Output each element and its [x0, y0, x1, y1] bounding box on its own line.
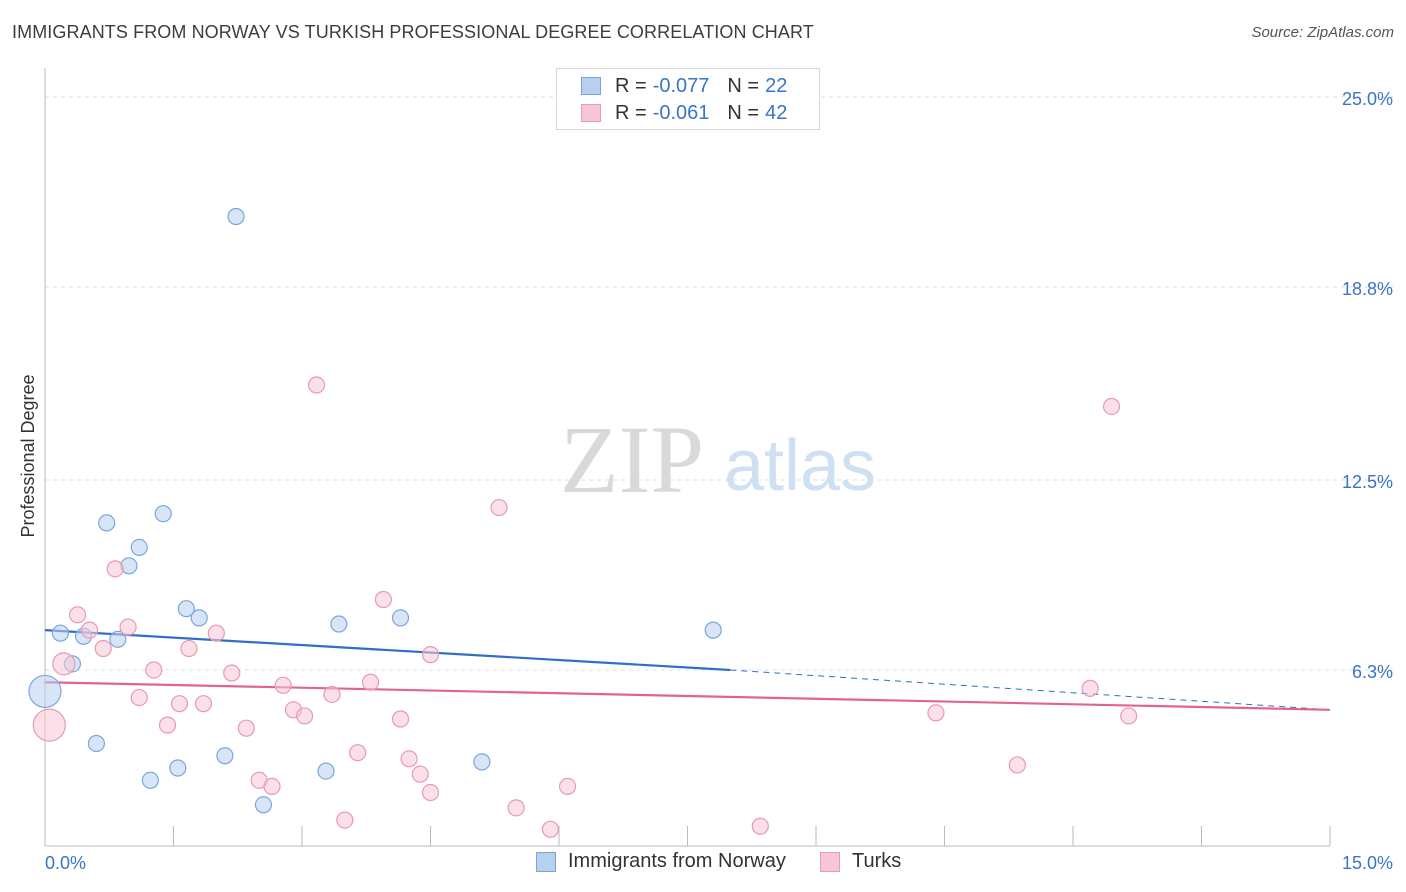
watermark-atlas: atlas	[724, 426, 876, 506]
turks-n-label: N =	[727, 101, 760, 124]
turks-point	[1102, 397, 1121, 416]
turks-point	[507, 799, 525, 817]
turks-point	[263, 777, 281, 796]
norway-point	[473, 753, 491, 771]
norway-point	[87, 734, 106, 753]
turks-point	[158, 716, 177, 734]
norway-point	[216, 747, 234, 765]
trend-layer	[44, 629, 1331, 711]
norway-legend-label: Immigrants from Norway	[568, 850, 786, 872]
turks-point	[1081, 679, 1099, 697]
turks-point	[391, 710, 410, 728]
turks-legend-label: Turks	[852, 850, 902, 872]
norway-n-label: N =	[727, 74, 760, 97]
legend-row-norway: R = -0.077 N = 22	[581, 73, 787, 99]
norway-r-value: -0.077	[652, 74, 710, 97]
turks-r-label: R =	[615, 101, 647, 124]
norway-point	[317, 762, 335, 780]
turks-point	[194, 695, 213, 713]
turks-point	[52, 652, 76, 676]
turks-point	[94, 639, 112, 658]
norway-legend-swatch	[536, 851, 556, 872]
turks-point	[207, 624, 225, 642]
norway-point	[391, 609, 410, 627]
points-layer	[28, 207, 1138, 838]
watermark: ZIP atlas	[560, 406, 876, 513]
axis-layer: 0.0% 15.0%	[44, 68, 1393, 873]
chart-title: IMMIGRANTS FROM NORWAY VS TURKISH PROFES…	[12, 22, 814, 42]
norway-point	[190, 609, 208, 627]
x-tick-label-max: 15.0%	[1342, 853, 1393, 873]
norway-point	[330, 615, 348, 633]
turks-point	[307, 376, 326, 394]
norway-point	[154, 505, 172, 523]
turks-point	[541, 820, 560, 838]
watermark-zip: ZIP	[560, 406, 704, 513]
turks-point	[170, 695, 189, 713]
turks-point	[411, 765, 429, 783]
turks-point	[68, 606, 87, 624]
grid-layer: 6.3% 12.5% 18.8% 25.0%	[45, 89, 1395, 682]
turks-point	[421, 646, 440, 664]
turks-point	[1120, 707, 1138, 725]
norway-point	[109, 630, 127, 648]
turks-point	[927, 704, 945, 722]
y-tick-label: 25.0%	[1342, 89, 1393, 109]
turks-point	[130, 688, 148, 707]
turks-point	[1008, 756, 1026, 774]
norway-point	[227, 207, 245, 226]
turks-point	[490, 498, 508, 517]
norway-trend-line	[44, 629, 731, 672]
norway-n-value: 22	[765, 74, 788, 97]
turks-point	[374, 590, 392, 609]
turks-point	[145, 661, 163, 679]
norway-point	[254, 796, 273, 814]
y-tick-label: 12.5%	[1342, 472, 1393, 492]
norway-point	[51, 624, 70, 642]
turks-point	[400, 750, 418, 768]
norway-point	[28, 674, 62, 709]
y-axis-label: Professional Degree	[18, 374, 38, 537]
correlation-legend: R = -0.077 N = 22 R = -0.061 N = 42	[556, 68, 820, 130]
turks-point	[323, 685, 341, 704]
source-label: Source: ZipAtlas.com	[1251, 24, 1394, 41]
turks-point	[295, 707, 314, 725]
norway-r-label: R =	[615, 74, 647, 97]
turks-point	[558, 777, 577, 796]
norway-point	[169, 759, 187, 777]
turks-point	[80, 621, 99, 639]
turks-point	[180, 639, 198, 658]
norway-point	[141, 771, 159, 789]
x-tick-label-min: 0.0%	[45, 853, 86, 873]
turks-n-value: 42	[765, 101, 788, 124]
turks-legend-swatch	[820, 851, 840, 872]
norway-swatch	[581, 77, 601, 95]
turks-r-value: -0.061	[652, 101, 710, 124]
turks-point	[32, 708, 66, 742]
y-tick-label: 6.3%	[1352, 662, 1393, 682]
turks-trend-line	[44, 681, 1331, 711]
turks-point	[361, 673, 380, 691]
norway-point	[130, 538, 148, 557]
turks-point	[223, 664, 241, 682]
turks-point	[336, 811, 354, 829]
turks-point	[751, 817, 769, 835]
legend-item-norway[interactable]: Immigrants from Norway	[536, 850, 786, 873]
turks-point	[349, 744, 367, 762]
turks-point	[106, 560, 124, 578]
norway-trend-extension	[730, 669, 1331, 711]
turks-point	[421, 783, 440, 802]
norway-point	[98, 514, 116, 532]
turks-swatch	[581, 104, 601, 122]
norway-point	[704, 621, 722, 639]
legend-row-turks: R = -0.061 N = 42	[581, 100, 787, 126]
y-tick-label: 18.8%	[1342, 279, 1393, 299]
legend-item-turks[interactable]: Turks	[820, 850, 901, 873]
series-legend: Immigrants from Norway Turks	[0, 850, 1406, 880]
turks-point	[119, 618, 137, 636]
turks-point	[237, 719, 255, 737]
turks-point	[274, 676, 292, 694]
norway-point	[177, 600, 195, 618]
